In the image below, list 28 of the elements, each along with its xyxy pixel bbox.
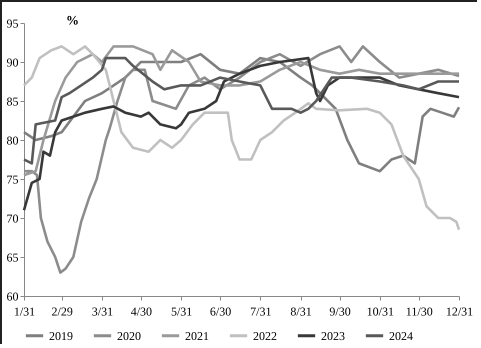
legend-label: 2022 [253,328,277,343]
y-tick-label: 70 [6,212,18,226]
y-tick-label: 90 [6,56,18,70]
x-tick-label: 9/30 [329,304,351,318]
legend-label: 2024 [389,328,413,343]
x-tick-label: 5/31 [170,304,192,318]
x-tick-label: 12/31 [446,304,474,318]
x-tick-label: 8/31 [290,304,312,318]
x-tick-label: 11/30 [406,304,433,318]
y-tick-label: 95 [6,16,18,30]
line-series [22,45,460,231]
x-tick-label: 1/31 [14,304,36,318]
x-tick-label: 7/31 [250,304,272,318]
legend-label: 2021 [185,328,209,343]
legend-label: 2023 [321,328,345,343]
legend-label: 2019 [49,328,73,343]
x-tick-label: 6/30 [210,304,232,318]
x-tick-label: 3/31 [92,304,114,318]
x-tick-label: 4/30 [130,304,152,318]
y-tick-label: 85 [6,94,18,108]
x-tick-label: 2/29 [51,304,73,318]
y-tick-label: 60 [6,290,18,304]
y-axis-title: % [66,12,79,28]
legend-label: 2020 [117,328,141,343]
y-tick-label: 80 [6,134,18,148]
x-tick-label: 10/31 [366,304,394,318]
y-tick-label: 75 [6,172,18,186]
y-tick-label: 65 [6,250,18,264]
